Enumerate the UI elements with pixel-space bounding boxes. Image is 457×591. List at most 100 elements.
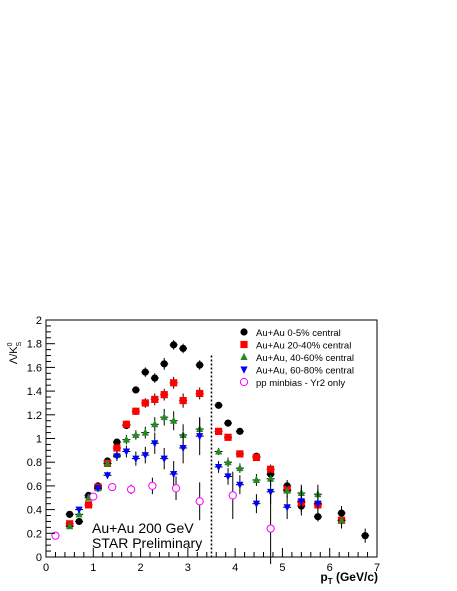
data-point — [236, 427, 244, 435]
data-point — [113, 438, 121, 446]
data-point — [151, 395, 159, 403]
x-tick-label: 5 — [279, 562, 285, 574]
data-point — [113, 453, 121, 461]
data-point — [66, 510, 74, 518]
legend-label: Au+Au 20-40% central — [256, 341, 351, 352]
data-point — [236, 463, 244, 472]
data-point — [179, 396, 187, 405]
data-point — [132, 455, 140, 463]
data-point — [132, 407, 140, 415]
data-point — [214, 447, 223, 455]
data-point — [252, 500, 261, 508]
data-point — [240, 340, 248, 349]
data-point — [214, 463, 223, 472]
y-tick-label: 0.8 — [27, 457, 42, 469]
data-point — [170, 471, 178, 479]
data-point — [267, 474, 275, 482]
data-point — [297, 498, 305, 506]
data-point — [283, 486, 291, 494]
data-point — [108, 482, 117, 492]
data-point — [252, 453, 261, 462]
data-point — [196, 389, 204, 398]
series-2 — [65, 376, 346, 528]
data-point — [224, 458, 232, 466]
data-point — [94, 485, 102, 493]
data-point — [122, 420, 130, 428]
data-point — [314, 500, 322, 508]
legend-label: Au+Au, 60-80% central — [256, 366, 354, 377]
data-point — [171, 484, 181, 493]
data-point — [141, 452, 149, 460]
data-point — [84, 501, 93, 509]
data-point — [224, 473, 232, 481]
data-point — [196, 433, 204, 441]
data-point — [361, 532, 369, 540]
data-point — [148, 481, 157, 490]
y-tick-label: 1.2 — [27, 410, 42, 422]
x-tick-label: 1 — [90, 562, 96, 574]
annotation-star: STAR Preliminary — [92, 535, 202, 551]
data-point — [240, 352, 248, 360]
series-5 — [51, 471, 275, 565]
y-tick-label: 0 — [36, 552, 42, 564]
data-point — [236, 450, 244, 458]
data-point — [170, 379, 178, 387]
data-point — [266, 524, 275, 533]
data-point — [240, 328, 248, 336]
data-point — [103, 472, 112, 480]
y-axis-label: Λ/K0 S — [7, 342, 23, 365]
x-axis: 0 1 2 3 4 5 6 7 — [43, 548, 380, 574]
data-point — [132, 386, 140, 394]
legend-label: Au+Au, 40-60% central — [256, 353, 354, 364]
data-point — [240, 366, 248, 374]
data-point — [196, 361, 204, 369]
data-point — [170, 341, 178, 349]
data-point — [141, 368, 149, 376]
data-point — [132, 430, 140, 438]
series-3 — [65, 408, 346, 530]
data-point — [122, 448, 130, 456]
y-axis: 0 0.2 0.4 0.6 0.8 1 1.2 1.4 1.6 1.8 2 — [27, 315, 55, 564]
x-tick-label: 3 — [185, 562, 191, 574]
x-tick-label: 6 — [327, 562, 333, 574]
data-point — [236, 481, 244, 489]
x-tick-label: 4 — [232, 562, 238, 574]
legend-item-5: pp minbias - Yr2 only — [239, 377, 345, 389]
data-point — [283, 504, 291, 512]
data-point — [151, 420, 159, 428]
data-point — [122, 435, 130, 443]
data-point — [66, 521, 74, 530]
y-tick-label: 1.4 — [27, 386, 42, 398]
data-point — [151, 440, 159, 448]
data-point — [214, 427, 223, 435]
x-tick-label: 7 — [374, 562, 380, 574]
y-tick-label: 2 — [36, 315, 42, 327]
data-point — [160, 360, 168, 368]
y-tick-label: 0.6 — [27, 481, 42, 493]
data-point — [170, 416, 178, 424]
x-tick-label: 0 — [43, 562, 49, 574]
legend-item-4: Au+Au, 60-80% central — [240, 366, 354, 377]
legend-label: pp minbias - Yr2 only — [256, 378, 345, 389]
y-tick-label: 0.2 — [27, 528, 42, 540]
legend-item-1: Au+Au 0-5% central — [240, 328, 341, 339]
data-point — [141, 399, 149, 407]
data-point — [252, 475, 261, 483]
y-tick-label: 1.6 — [27, 362, 42, 374]
data-point — [127, 485, 136, 494]
data-point — [51, 531, 60, 540]
data-point — [239, 377, 249, 387]
legend-item-2: Au+Au 20-40% central — [240, 341, 351, 352]
data-point — [160, 391, 168, 399]
data-point — [224, 419, 232, 427]
data-point — [228, 491, 237, 500]
data-point — [75, 517, 83, 526]
x-tick-label: 2 — [138, 562, 144, 574]
x-axis-label: pT (GeV/c) — [320, 570, 378, 586]
data-point — [89, 492, 98, 501]
data-point — [224, 433, 232, 441]
y-tick-label: 0.4 — [27, 505, 42, 517]
data-point — [179, 344, 187, 353]
data-point — [214, 401, 223, 409]
